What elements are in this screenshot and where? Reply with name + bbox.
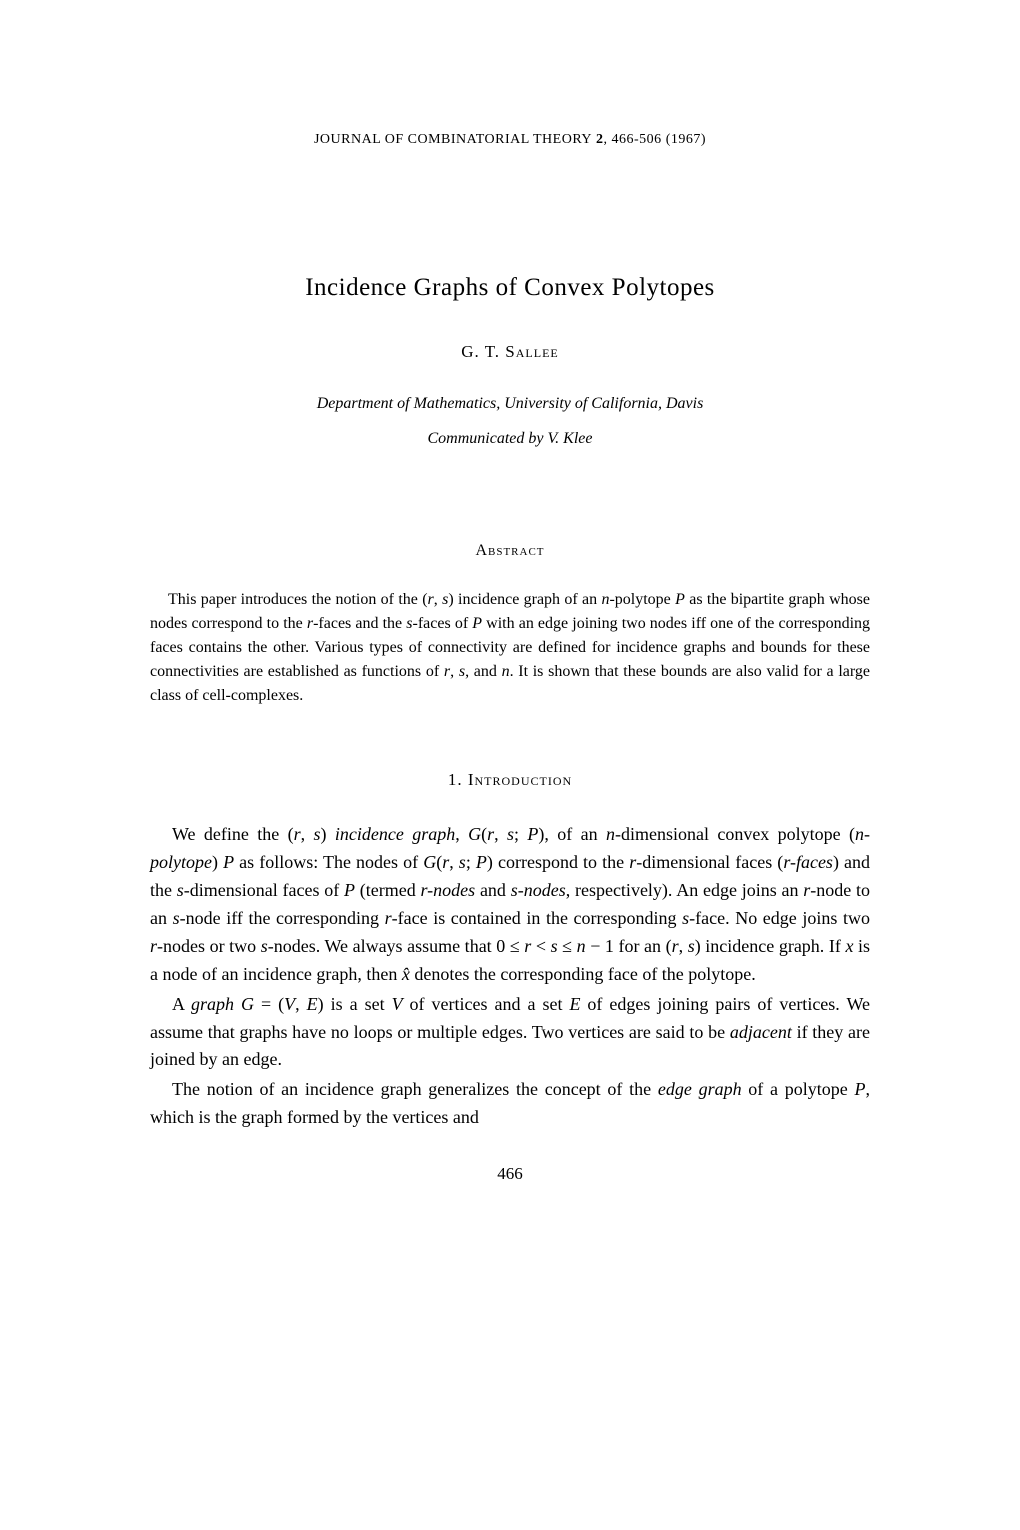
page-number: 466 [150,1162,870,1186]
abstract-text: This paper introduces the notion of the … [150,588,870,708]
journal-volume: 2, [596,132,608,147]
affiliation: Department of Mathematics, University of… [150,393,870,415]
body-paragraph-1: We define the (r, s) incidence graph, G(… [150,821,870,988]
body-paragraph-3: The notion of an incidence graph general… [150,1076,870,1132]
journal-header: JOURNAL OF COMBINATORIAL THEORY 2, 466-5… [150,130,870,150]
journal-pages: 466-506 [612,132,662,147]
communicated-by: Communicated by V. Klee [150,428,870,450]
abstract-heading: Abstract [150,540,870,562]
journal-year: (1967) [666,132,706,147]
paper-title: Incidence Graphs of Convex Polytopes [150,270,870,305]
author-name: G. T. Sallee [150,340,870,364]
body-paragraph-2: A graph G = (V, E) is a set V of vertice… [150,991,870,1075]
section-heading-intro: 1. Introduction [150,768,870,792]
journal-name: JOURNAL OF COMBINATORIAL THEORY [314,132,592,147]
